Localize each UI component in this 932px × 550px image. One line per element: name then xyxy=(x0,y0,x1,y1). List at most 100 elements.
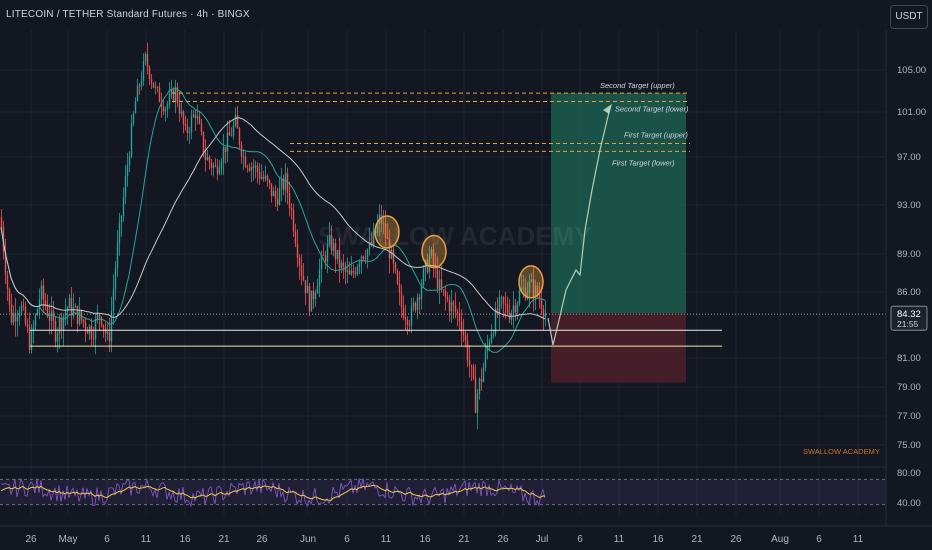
candle-body xyxy=(532,279,535,298)
candle-body xyxy=(480,378,483,382)
candle-body xyxy=(488,342,491,346)
projection-path xyxy=(547,107,611,346)
candle-body xyxy=(498,297,501,314)
chart-title: LITECOIN / TETHER Standard Futures · 4h … xyxy=(6,9,250,20)
candle-body xyxy=(230,135,233,137)
candle-body xyxy=(20,305,23,314)
candle-body xyxy=(520,288,523,291)
candle-body xyxy=(384,223,387,238)
candle-body xyxy=(238,128,241,145)
candle-body xyxy=(354,272,357,274)
candle-body xyxy=(410,306,413,326)
candle-body xyxy=(388,238,391,259)
candle-body xyxy=(138,85,141,87)
candle-body xyxy=(258,172,261,179)
grid xyxy=(0,30,886,515)
candle-body xyxy=(2,227,5,252)
candle-body xyxy=(74,305,77,308)
candle-body xyxy=(432,249,435,266)
candle-body xyxy=(38,299,41,309)
price-tick-label: 93.00 xyxy=(897,200,921,211)
candle-body xyxy=(10,304,13,323)
candle-body xyxy=(336,250,339,260)
candle-body xyxy=(358,263,361,267)
candle-body xyxy=(6,275,9,289)
highlight-circle xyxy=(518,265,544,299)
candle-body xyxy=(72,307,75,316)
candle-body xyxy=(270,183,273,196)
candle-body xyxy=(166,103,169,110)
candle-body xyxy=(516,303,519,313)
candle-body xyxy=(32,326,35,332)
candle-body xyxy=(364,258,367,260)
candle-body xyxy=(58,318,61,334)
countdown-value: 21:55 xyxy=(897,319,919,329)
candle-body xyxy=(236,115,239,129)
candle-body xyxy=(338,250,341,268)
candle-body xyxy=(386,237,389,239)
candle-body xyxy=(502,297,505,304)
candle-body xyxy=(398,283,401,293)
candle-body xyxy=(450,302,453,312)
candle-body xyxy=(440,279,443,290)
candle-body xyxy=(272,191,275,196)
candle-body xyxy=(360,256,363,264)
candle-body xyxy=(196,116,199,119)
candle-body xyxy=(216,165,219,174)
candle-body xyxy=(400,292,403,308)
candle-body xyxy=(442,289,445,291)
candle-body xyxy=(60,318,63,330)
candle-body xyxy=(448,299,451,312)
candle-body xyxy=(286,173,289,193)
candle-body xyxy=(490,334,493,343)
candle-body xyxy=(300,265,303,276)
candle-body xyxy=(90,325,93,339)
candle-body xyxy=(290,207,293,211)
candle-body xyxy=(472,366,475,379)
candle-body xyxy=(122,196,125,216)
candle-body xyxy=(268,180,271,184)
candle-body xyxy=(88,325,91,334)
candle-body xyxy=(106,332,109,334)
candle-body xyxy=(474,378,477,413)
candle-body xyxy=(54,321,57,342)
target-label: First Target (lower) xyxy=(612,158,675,167)
time-tick-label: 26 xyxy=(25,534,37,545)
candle-body xyxy=(170,89,173,94)
candle-body xyxy=(92,338,95,340)
candle-body xyxy=(446,296,449,300)
candle-body xyxy=(260,176,263,179)
candle-body xyxy=(202,132,205,153)
candle-body xyxy=(56,333,59,342)
candle-body xyxy=(280,179,283,188)
candle-body xyxy=(350,270,353,275)
candle-body xyxy=(214,165,217,167)
time-tick-label: Jul xyxy=(536,534,549,545)
candle-body xyxy=(356,266,359,274)
candle-body xyxy=(42,285,45,301)
candle-body xyxy=(514,305,517,313)
candle-body xyxy=(102,324,105,329)
candle-body xyxy=(476,393,479,413)
watermark-text: SWALLOW ACADEMY xyxy=(318,221,591,251)
candle-body xyxy=(134,101,137,114)
candle-body xyxy=(492,333,495,335)
currency-unit-button[interactable]: USDT xyxy=(890,5,928,29)
time-tick-label: 16 xyxy=(419,534,431,545)
candle-body xyxy=(266,175,269,181)
candle-body xyxy=(34,315,37,327)
candle-body xyxy=(18,313,21,318)
time-axis: 26 May 6 11 16 21 26 Jun 6 11 16 21 26 Jul 6 11 16 21 26 Au… xyxy=(25,534,863,545)
candle-body xyxy=(164,109,167,112)
candle-body xyxy=(30,331,33,350)
candle-body xyxy=(340,262,343,268)
candle-body xyxy=(318,269,321,287)
candle-body xyxy=(282,179,285,190)
candle-body xyxy=(406,319,409,325)
candle-body xyxy=(124,176,127,197)
candle-body xyxy=(458,313,461,322)
time-tick-label: 21 xyxy=(218,534,230,545)
candle-body xyxy=(84,321,87,330)
candle-body xyxy=(370,241,373,245)
